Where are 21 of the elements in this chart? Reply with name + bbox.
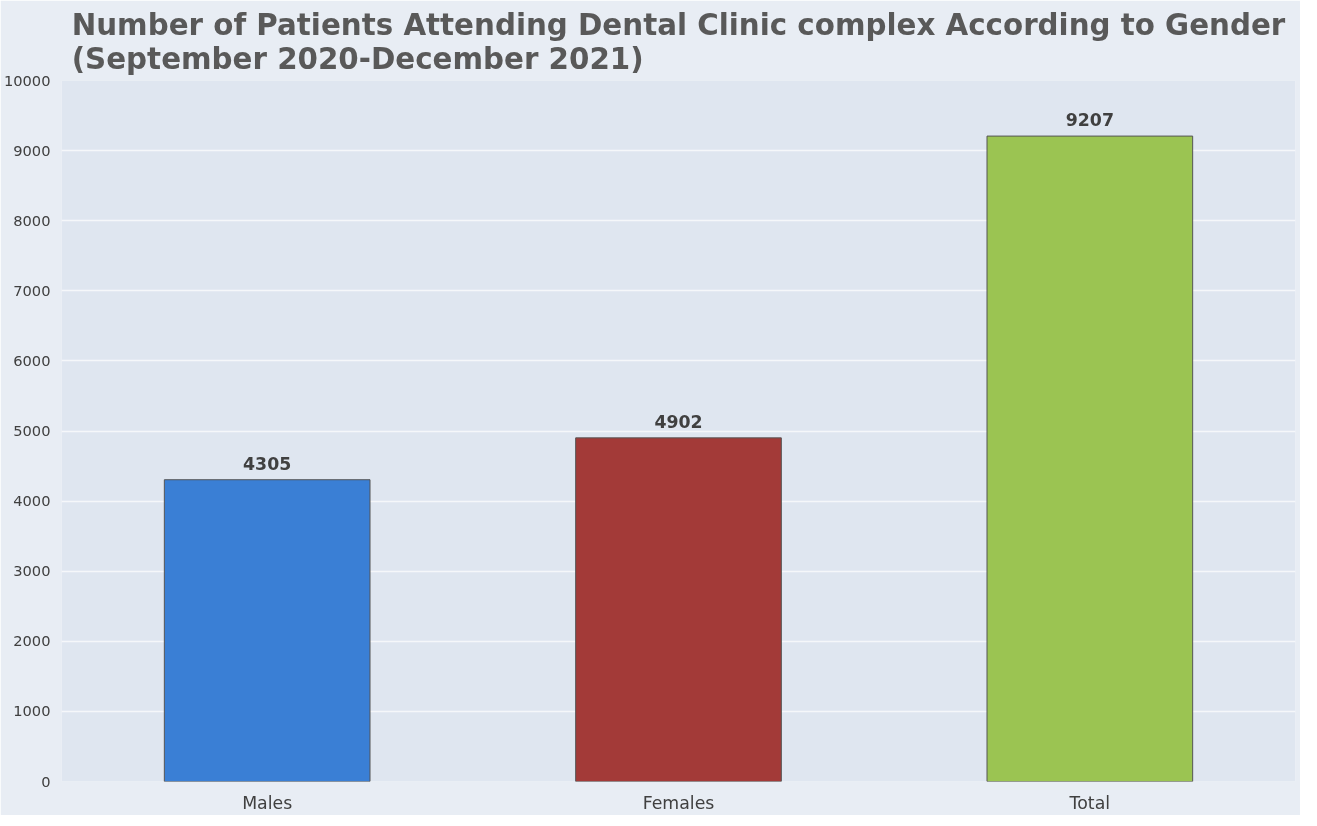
y-tick-label: 5000 <box>13 422 51 439</box>
y-tick-label: 7000 <box>13 281 51 299</box>
y-tick-label: 9000 <box>13 141 51 159</box>
y-tick-label: 3000 <box>13 562 51 580</box>
bar <box>986 135 1194 782</box>
x-tick-label: Total <box>1068 792 1111 813</box>
y-tick-label: 4000 <box>13 492 51 510</box>
bar <box>575 437 782 782</box>
y-tick-label: 0 <box>41 772 51 790</box>
y-tick-label: 8000 <box>13 211 51 229</box>
y-tick-label: 6000 <box>13 351 51 369</box>
x-tick-label: Females <box>642 792 715 813</box>
data-label: 9207 <box>1065 110 1114 131</box>
data-label: 4902 <box>654 411 703 432</box>
chart-title: Number of Patients Attending Dental Clinic complex According to Gender (September 2020-December 2021) <box>71 7 1286 76</box>
y-tick-label: 10000 <box>3 71 51 89</box>
x-tick-label: Males <box>242 792 293 813</box>
y-tick-label: 2000 <box>13 632 51 650</box>
data-label: 4305 <box>243 453 292 474</box>
bar <box>163 479 371 782</box>
y-tick-label: 1000 <box>13 702 51 720</box>
